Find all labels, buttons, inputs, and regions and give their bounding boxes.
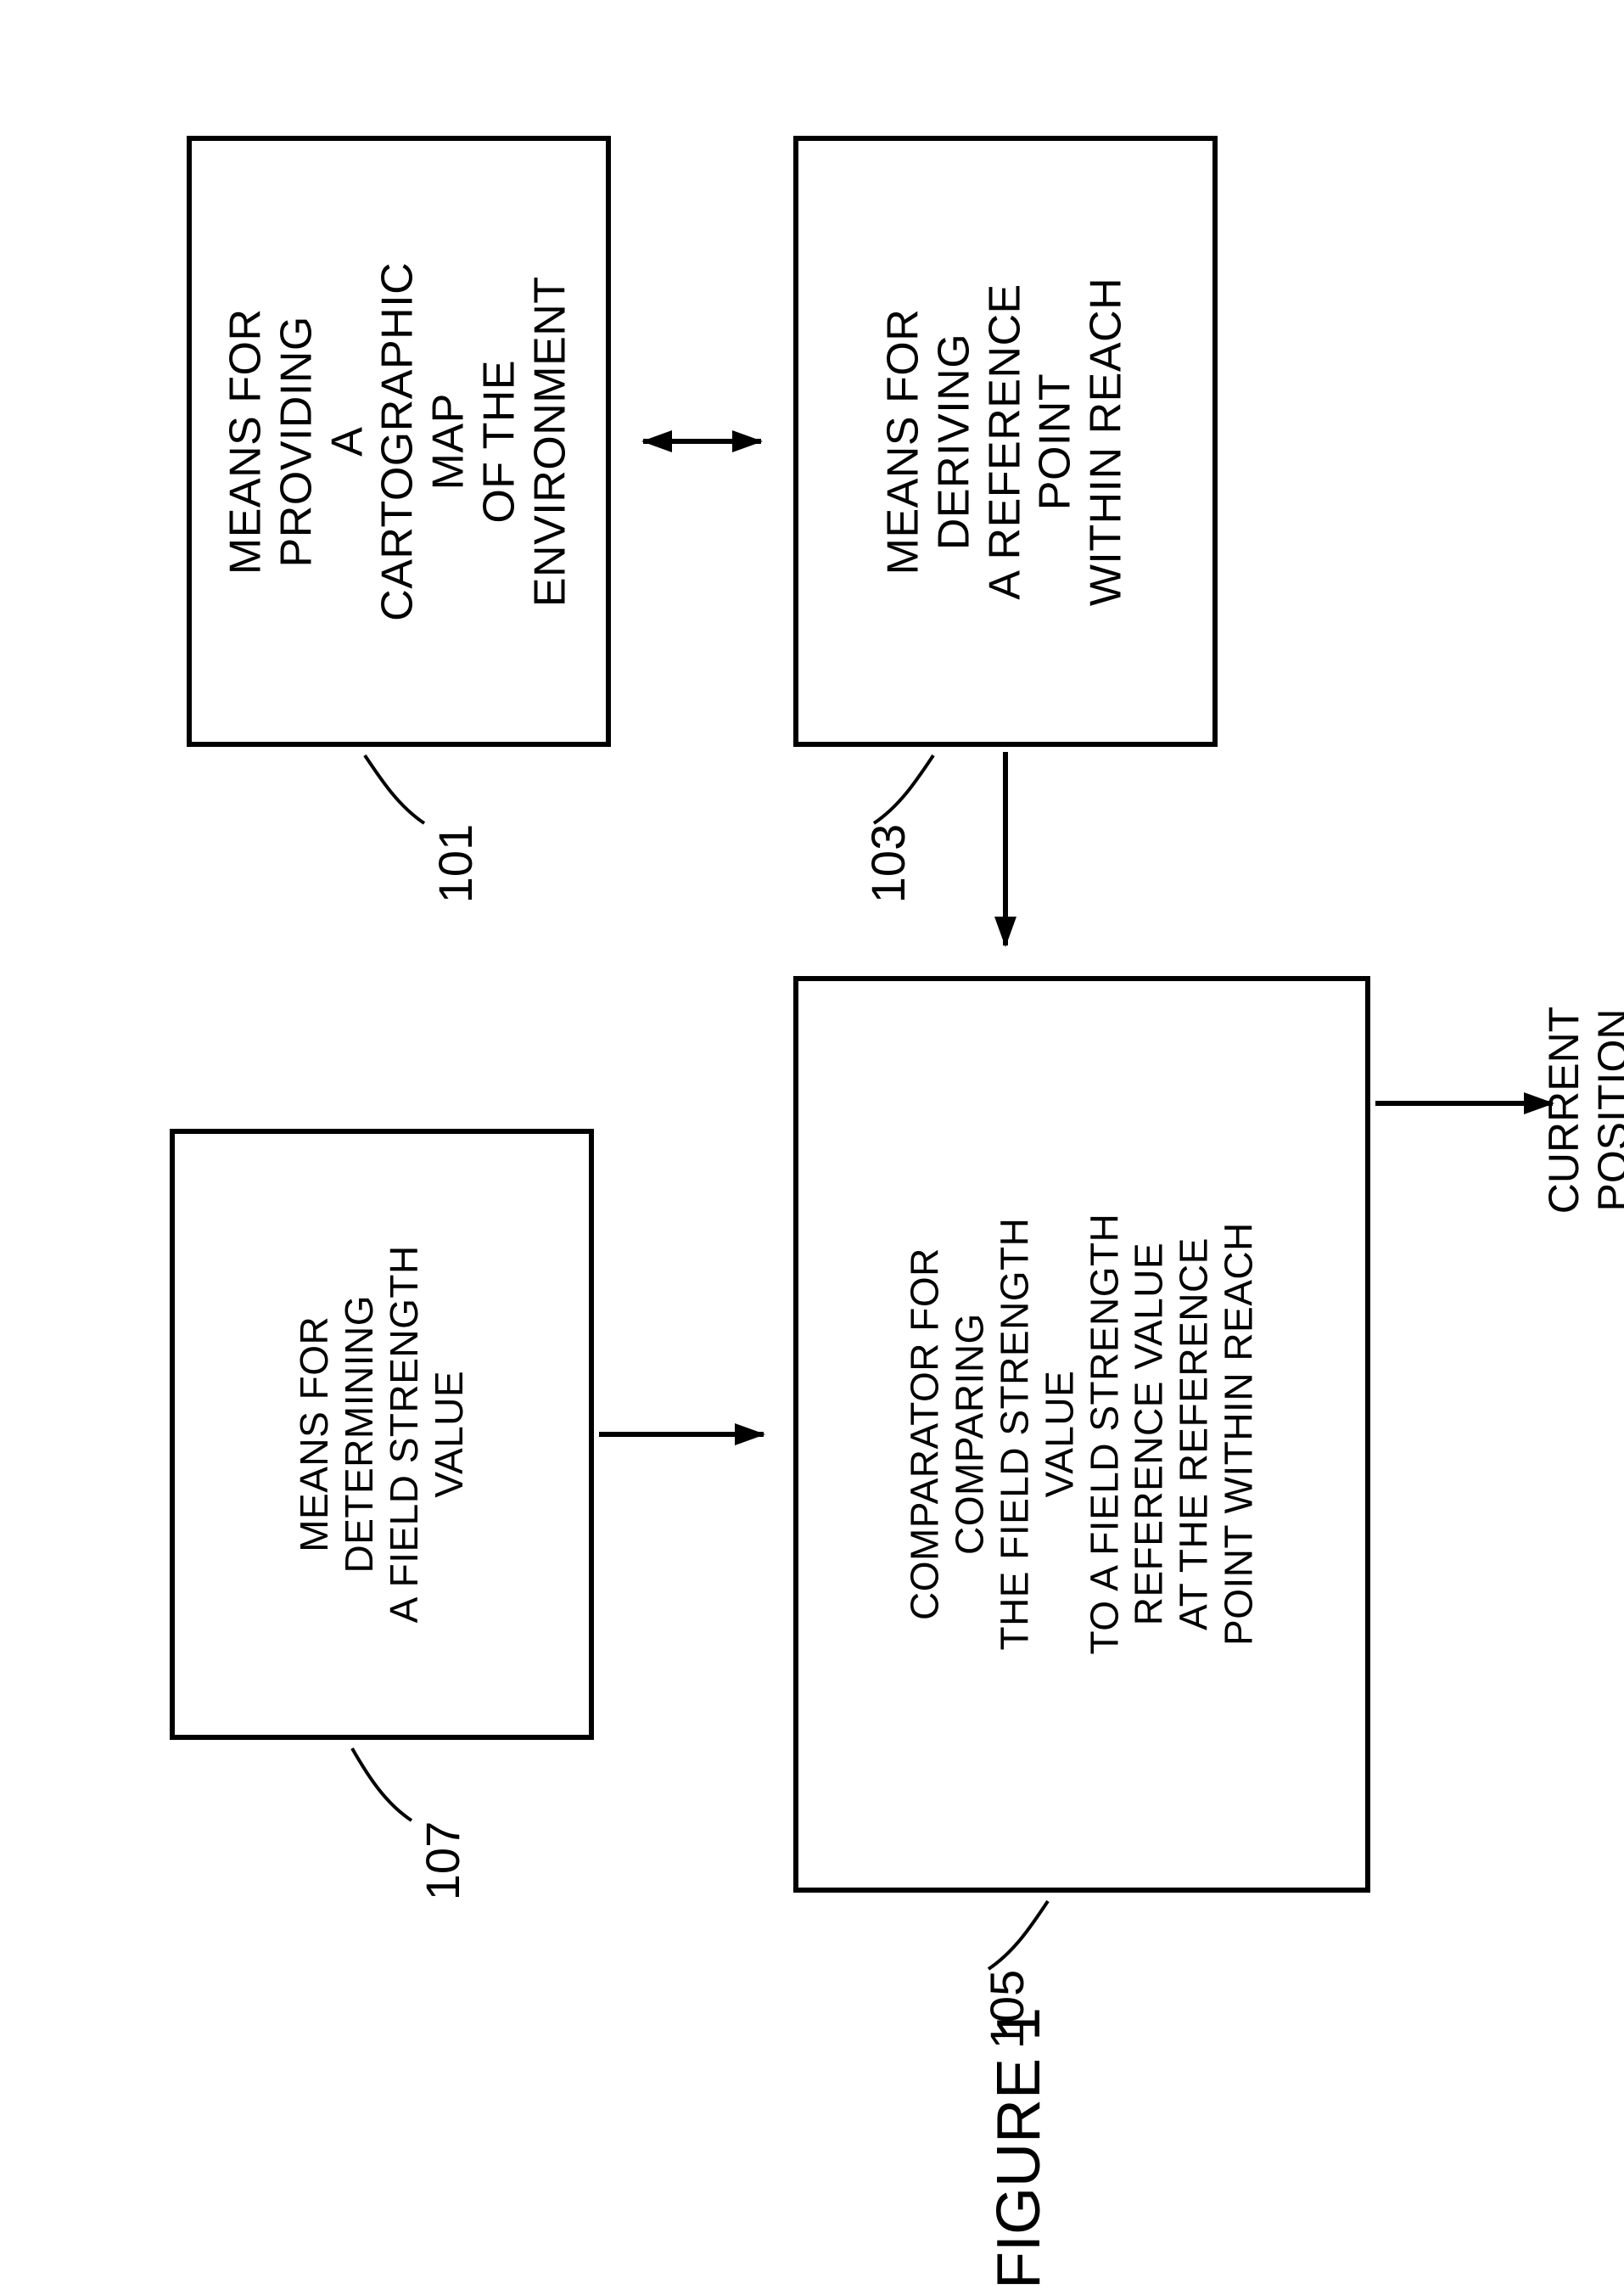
box-105: COMPARATOR FOR COMPARING THE FIELD STREN…	[793, 976, 1370, 1893]
box-105-text: COMPARATOR FOR COMPARING THE FIELD STREN…	[902, 1168, 1261, 1701]
ref-label-101: 101	[428, 824, 483, 903]
box-101-text: MEANS FOR PROVIDING A CARTOGRAPHIC MAP O…	[221, 251, 577, 631]
figure-label: FIGURE 1	[984, 2007, 1054, 2289]
leader-103	[874, 755, 933, 823]
box-101: MEANS FOR PROVIDING A CARTOGRAPHIC MAP O…	[187, 136, 611, 747]
output-label: CURRENT POSITION	[1539, 1007, 1624, 1214]
box-103: MEANS FOR DERIVING A REFERENCE POINT WIT…	[793, 136, 1218, 747]
ref-label-107: 107	[415, 1821, 470, 1900]
box-107-text: MEANS FOR DETERMINING A FIELD STRENGTH V…	[292, 1244, 472, 1624]
diagram-canvas: MEANS FOR PROVIDING A CARTOGRAPHIC MAP O…	[0, 0, 1624, 2262]
box-107: MEANS FOR DETERMINING A FIELD STRENGTH V…	[170, 1129, 594, 1740]
leader-101	[365, 755, 424, 823]
ref-label-103: 103	[860, 824, 916, 903]
box-103-text: MEANS FOR DERIVING A REFERENCE POINT WIT…	[879, 251, 1133, 631]
leader-105	[988, 1901, 1048, 1969]
leader-107	[352, 1748, 412, 1821]
